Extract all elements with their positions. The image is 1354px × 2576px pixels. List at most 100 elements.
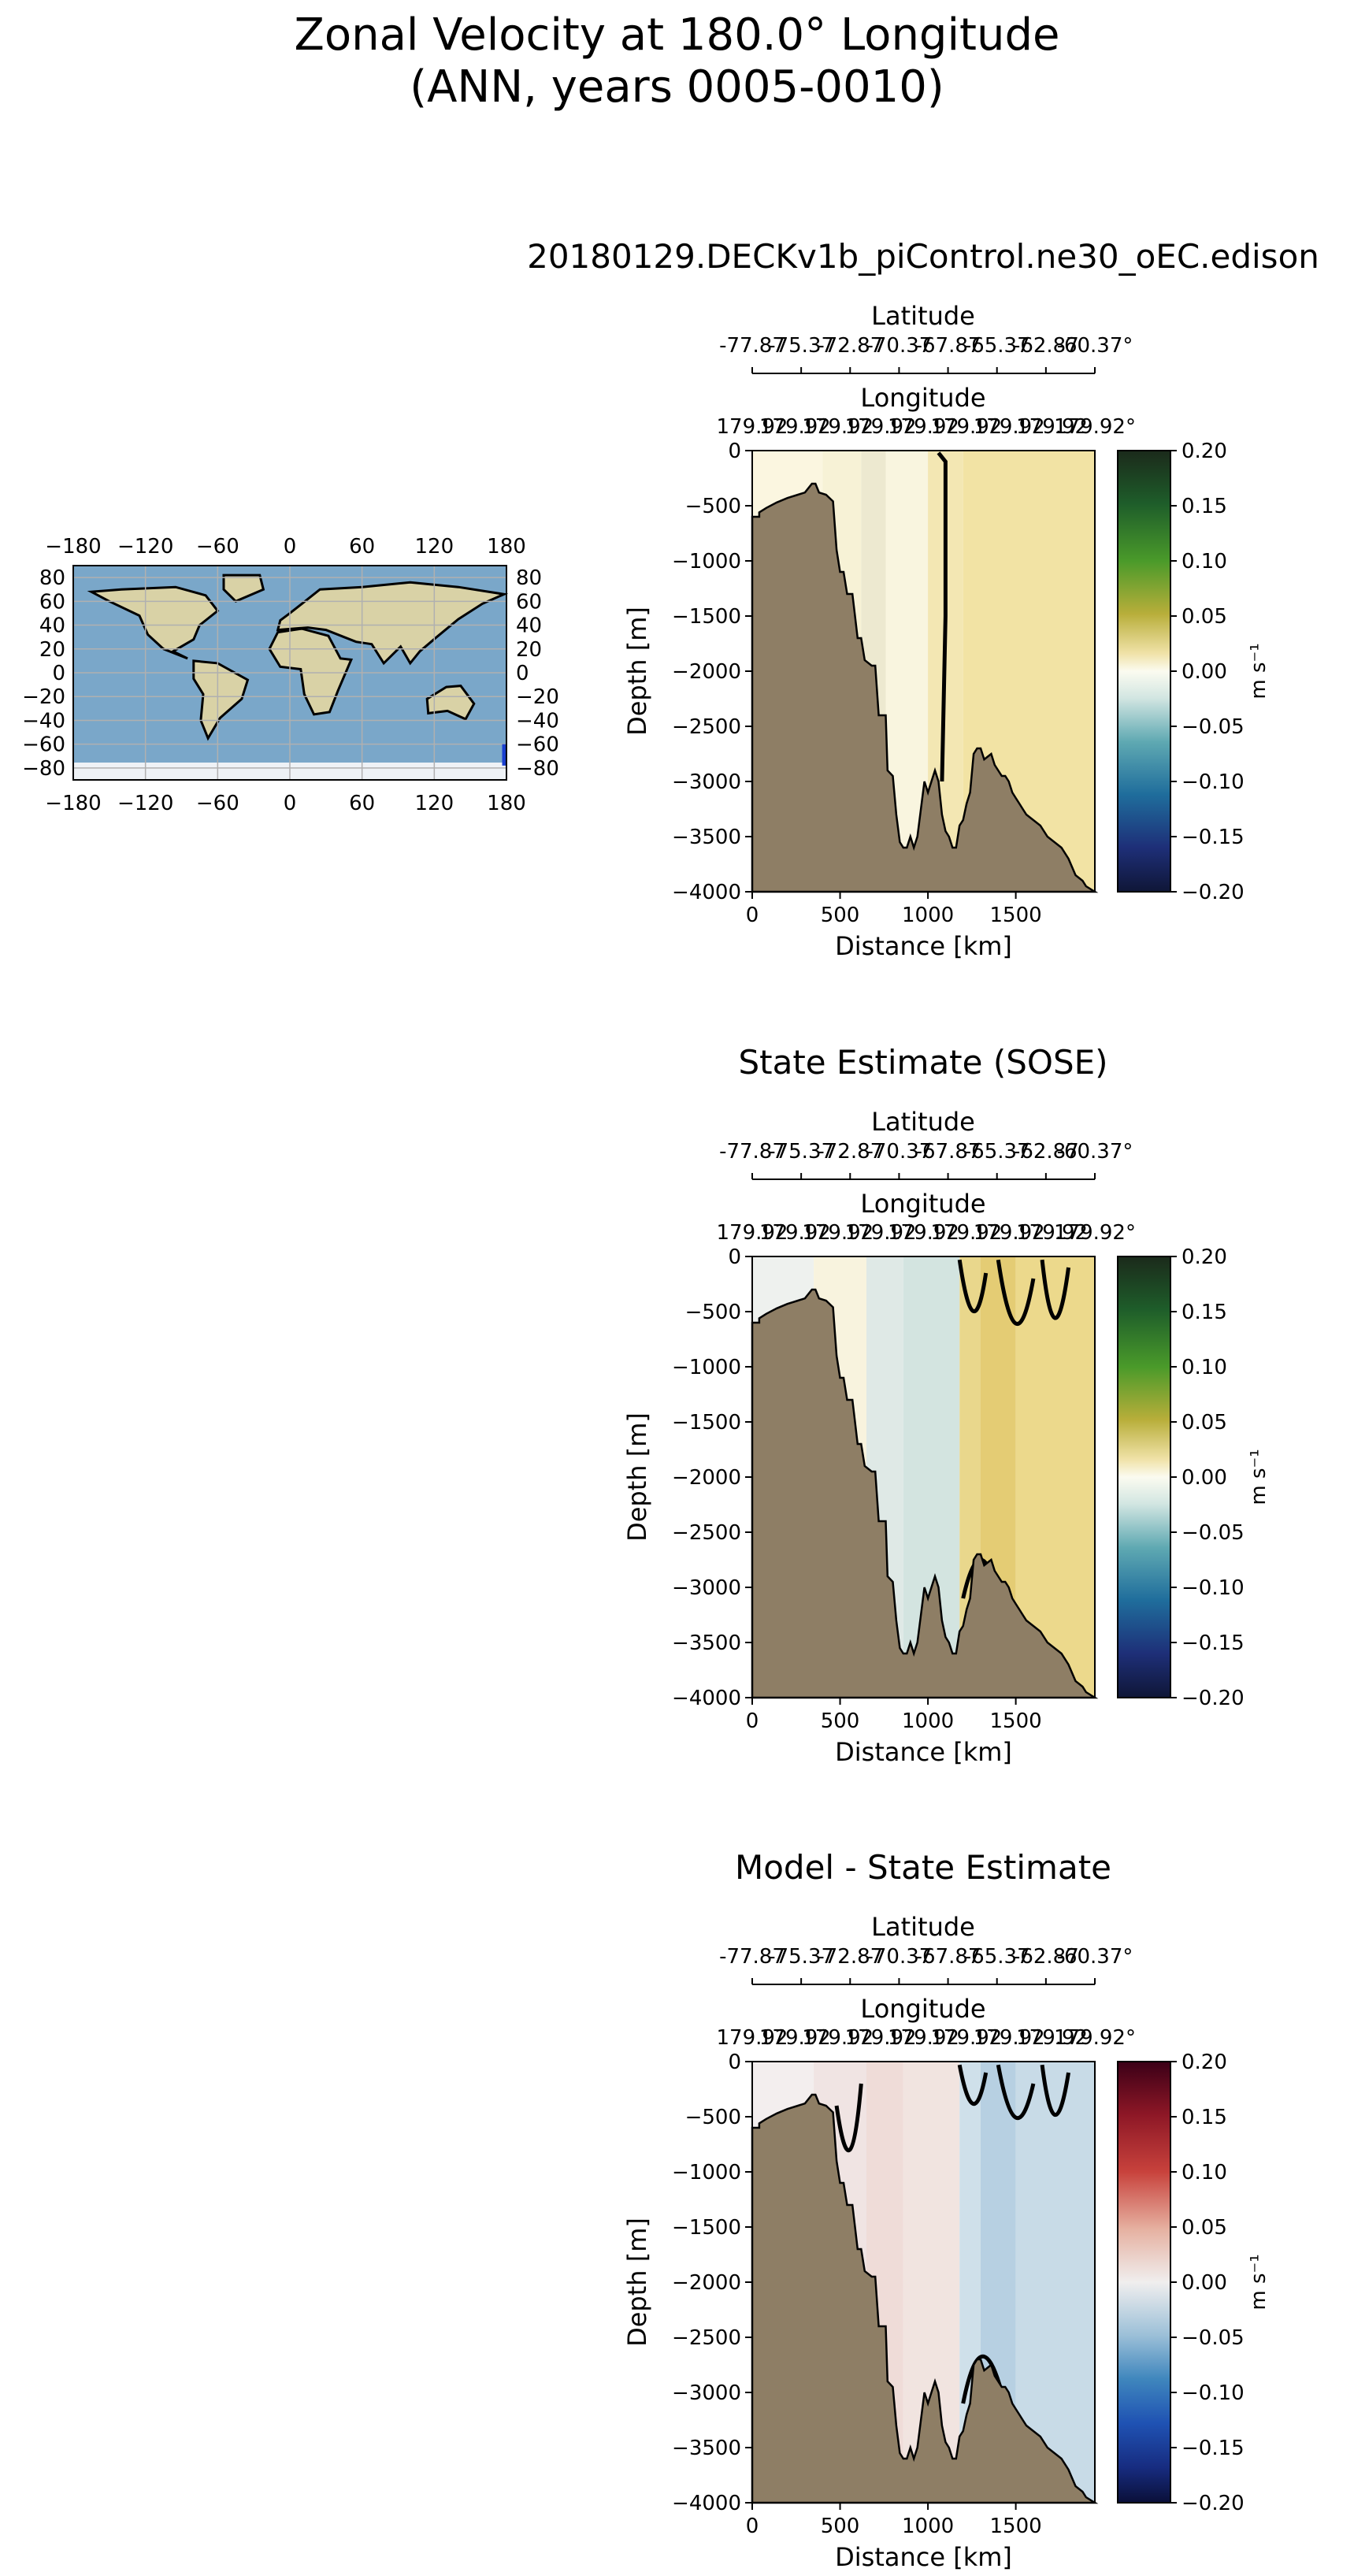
map-lon-tick-bottom: 0 bbox=[284, 792, 297, 815]
longitude-tick: 179.92 bbox=[930, 1221, 1002, 1245]
contour-line bbox=[957, 1259, 989, 1314]
longitude-tick: 179.92 bbox=[1016, 1221, 1088, 1245]
colorbar-tick: 0.20 bbox=[1182, 2051, 1227, 2074]
map-lon-tick-bottom: 60 bbox=[349, 792, 375, 815]
map-lat-tick-right: −60 bbox=[516, 733, 559, 757]
x-tick: 500 bbox=[821, 904, 860, 927]
map-lat-tick-right: 80 bbox=[516, 566, 542, 590]
latitude-tick: -72.87 bbox=[817, 1140, 883, 1164]
longitude-tick: 179.92° bbox=[1054, 2026, 1136, 2050]
latitude-tick: -70.37 bbox=[866, 1945, 933, 1969]
map-lat-tick-right: −40 bbox=[516, 709, 559, 733]
colorbar-tick: 0.00 bbox=[1182, 660, 1227, 684]
map-lon-tick-bottom: −120 bbox=[117, 792, 173, 815]
contour-line bbox=[996, 1259, 1036, 1327]
x-tick: 1500 bbox=[990, 1709, 1042, 1733]
panel-title: State Estimate (SOSE) bbox=[738, 1043, 1107, 1082]
panel-title: 20180129.DECKv1b_piControl.ne30_oEC.edis… bbox=[527, 237, 1319, 276]
map-lon-tick-bottom: 180 bbox=[487, 792, 526, 815]
colorbar-tick: 0.10 bbox=[1182, 2161, 1227, 2184]
map-lon-tick-bottom: −180 bbox=[45, 792, 101, 815]
map-lon-tick-top: −120 bbox=[117, 535, 173, 559]
x-tick: 1000 bbox=[902, 2515, 954, 2538]
longitude-tick: 179.92° bbox=[1054, 1221, 1136, 1245]
map-lat-tick-right: 60 bbox=[516, 590, 542, 614]
map-south-america bbox=[192, 659, 250, 741]
longitude-tick: 179.92 bbox=[845, 1221, 917, 1245]
colorbar bbox=[1117, 450, 1171, 893]
longitude-tick: 179.92 bbox=[930, 415, 1002, 439]
colorbar-tick: −0.20 bbox=[1182, 881, 1245, 904]
y-tick: −3000 bbox=[672, 770, 741, 794]
colorbar-tick: 0.10 bbox=[1182, 1356, 1227, 1379]
y-tick: −4000 bbox=[672, 2492, 741, 2515]
map-lat-tick-right: 40 bbox=[516, 614, 542, 638]
colorbar-tick: 0.05 bbox=[1182, 605, 1227, 629]
bathymetry bbox=[751, 1288, 1099, 1699]
map-lat-tick-left: 80 bbox=[39, 566, 65, 590]
colorbar-tick: 0.20 bbox=[1182, 440, 1227, 463]
colorbar-tick: −0.05 bbox=[1182, 2326, 1245, 2350]
colorbar-tick: 0.00 bbox=[1182, 1466, 1227, 1490]
longitude-tick: 179.92 bbox=[888, 2026, 959, 2050]
contour-line bbox=[961, 2354, 1004, 2404]
longitude-tick: 179.92 bbox=[1016, 2026, 1088, 2050]
colorbar-tick: 0.05 bbox=[1182, 1411, 1227, 1435]
latitude-tick: -67.87 bbox=[915, 334, 981, 358]
bathymetry bbox=[751, 482, 1099, 893]
latitude-tick: -67.87 bbox=[915, 1945, 981, 1969]
longitude-tick: 179.92 bbox=[974, 1221, 1045, 1245]
y-tick: −4000 bbox=[672, 1687, 741, 1710]
latitude-tick: -77.87 bbox=[719, 1945, 785, 1969]
contour-line bbox=[1040, 2064, 1071, 2118]
map-australia bbox=[425, 685, 476, 721]
panel-diff: Model - State Estimate Latitude -77.87-75.… bbox=[622, 1848, 1271, 2572]
y-tick: −1500 bbox=[672, 605, 741, 629]
longitude-axis-label: Longitude bbox=[860, 383, 985, 413]
longitude-tick: 179.92 bbox=[717, 1221, 788, 1245]
longitude-tick: 179.92 bbox=[759, 1221, 831, 1245]
map-lon-tick-bottom: 120 bbox=[415, 792, 454, 815]
latitude-tick: -77.87 bbox=[719, 334, 785, 358]
longitude-tick: 179.92 bbox=[845, 415, 917, 439]
latitude-tick: -60.37° bbox=[1057, 1140, 1133, 1164]
panel-sose: State Estimate (SOSE) Latitude -77.87-75.3… bbox=[622, 1043, 1271, 1767]
map-lat-tick-right: −80 bbox=[516, 757, 559, 781]
map-lat-tick-left: 20 bbox=[39, 638, 65, 662]
latitude-tick: -60.37° bbox=[1057, 1945, 1133, 1969]
map-lon-tick-top: 0 bbox=[284, 535, 297, 559]
y-tick: −2000 bbox=[672, 660, 741, 684]
colorbar-tick: −0.15 bbox=[1182, 1631, 1245, 1655]
latitude-tick: -77.87 bbox=[719, 1140, 785, 1164]
map-lon-tick-bottom: −60 bbox=[196, 792, 239, 815]
map-europe-asia bbox=[276, 581, 509, 666]
colorbar-tick: −0.10 bbox=[1182, 2381, 1245, 2405]
colorbar-label: m s⁻¹ bbox=[1247, 1449, 1271, 1505]
longitude-axis-label: Longitude bbox=[860, 1994, 985, 2024]
latitude-axis-label: Latitude bbox=[871, 1912, 975, 1942]
x-axis-label: Distance [km] bbox=[835, 2542, 1012, 2572]
inset-map: −180 −180 −120 −120 −60 −60 0 0 60 60 120 120 180 180… bbox=[22, 535, 559, 815]
colorbar bbox=[1117, 1256, 1171, 1698]
x-tick: 500 bbox=[821, 2515, 860, 2538]
map-lon-tick-top: −180 bbox=[45, 535, 101, 559]
page-title-line2: (ANN, years 0005-0010) bbox=[410, 61, 944, 113]
map-lat-tick-left: −20 bbox=[22, 685, 65, 709]
map-lat-tick-left: −60 bbox=[22, 733, 65, 757]
y-tick: 0 bbox=[728, 1245, 741, 1269]
map-north-america bbox=[87, 585, 220, 660]
latitude-tick: -75.37 bbox=[768, 1945, 834, 1969]
x-tick: 0 bbox=[746, 2515, 759, 2538]
y-tick: −3000 bbox=[672, 1576, 741, 1600]
longitude-tick: 179.92 bbox=[802, 2026, 874, 2050]
map-lon-tick-top: 180 bbox=[487, 535, 526, 559]
contour-line bbox=[937, 451, 948, 782]
y-tick: −500 bbox=[685, 1301, 741, 1324]
colorbar-tick: 0.05 bbox=[1182, 2216, 1227, 2240]
x-tick: 500 bbox=[821, 1709, 860, 1733]
y-tick: −3500 bbox=[672, 826, 741, 849]
map-frame bbox=[72, 565, 507, 781]
longitude-tick: 179.92 bbox=[717, 415, 788, 439]
longitude-tick: 179.92 bbox=[759, 2026, 831, 2050]
